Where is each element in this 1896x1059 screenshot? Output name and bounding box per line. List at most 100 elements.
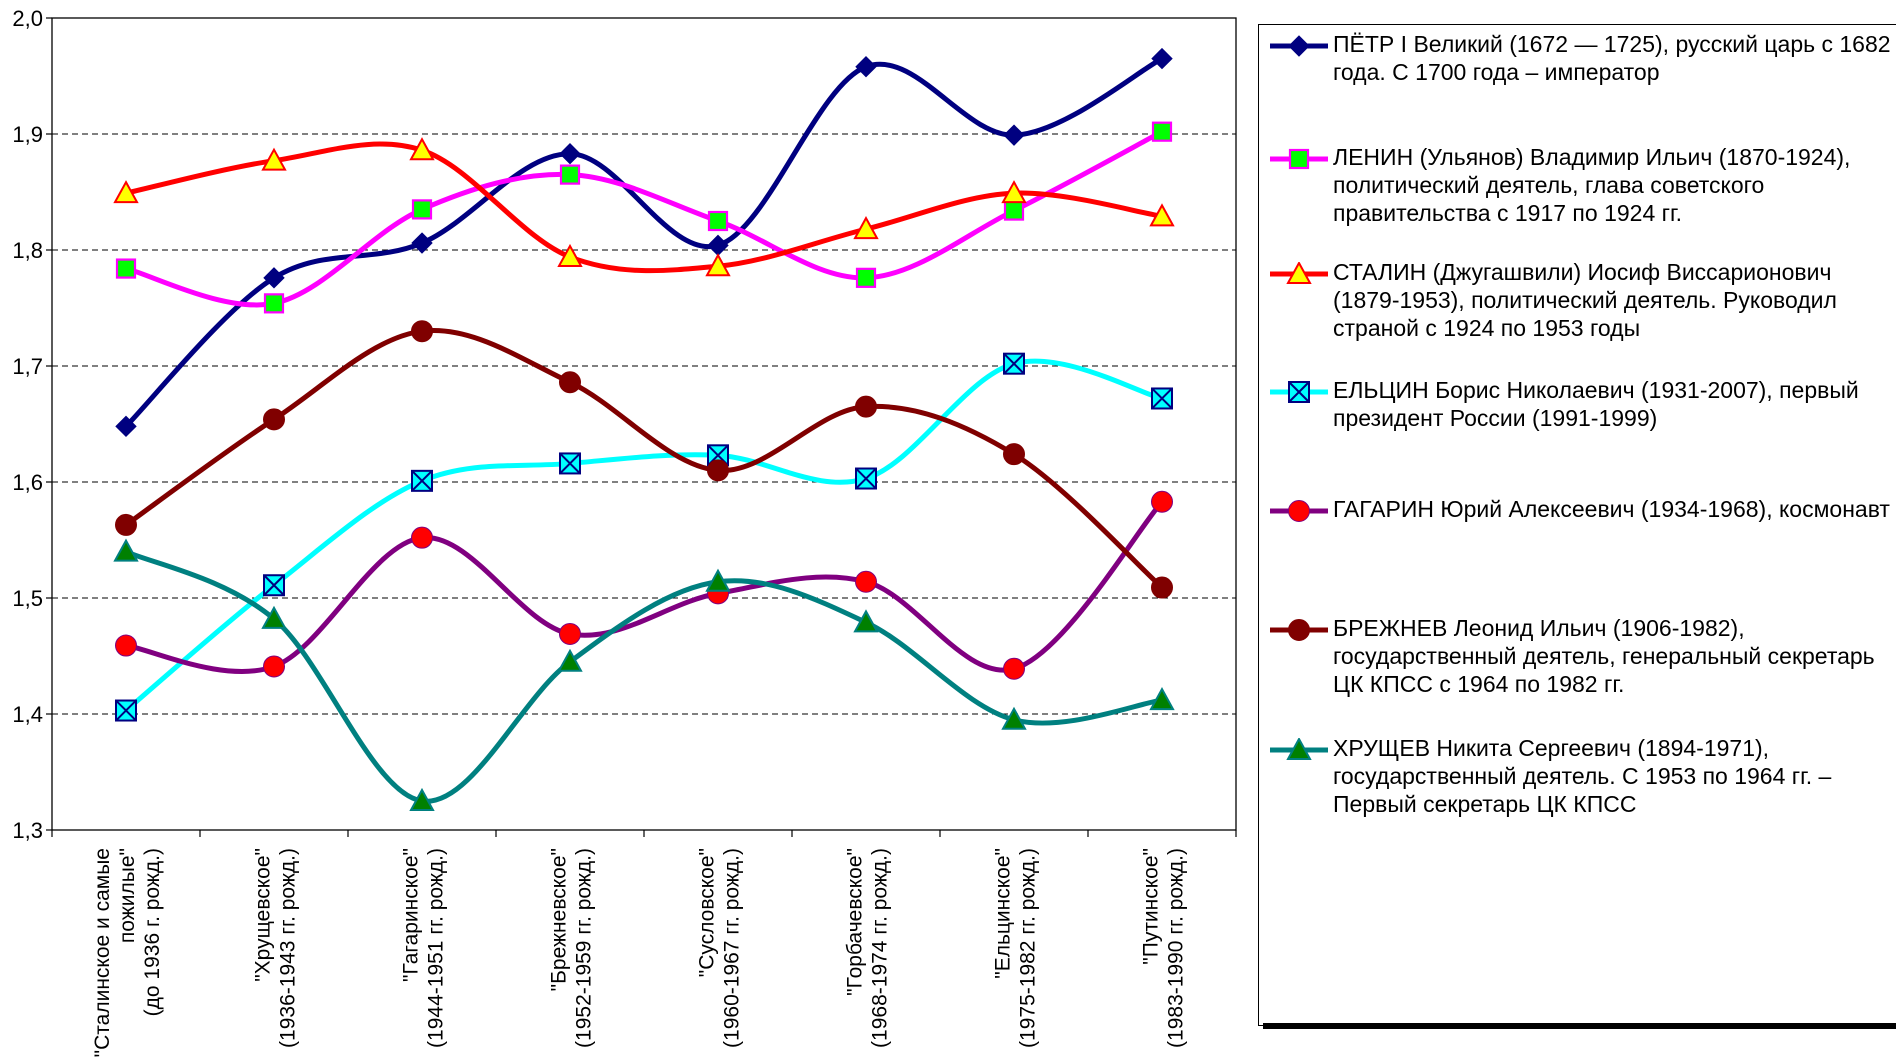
data-point: [557, 243, 583, 267]
data-point: [1003, 657, 1025, 680]
y-tick-label: 1,6: [12, 470, 43, 495]
data-point: [707, 234, 729, 257]
data-point: [113, 180, 139, 204]
x-category-label: "Сусловское": [696, 848, 719, 977]
data-point: [1003, 124, 1025, 146]
series-markers: [113, 47, 1175, 811]
x-category-label: пожилые": [116, 848, 139, 943]
data-point: [1151, 387, 1173, 410]
legend-label: СТАЛИН (Джугашвили) Иосиф Виссарионович …: [1333, 259, 1837, 341]
legend-swatch: [1270, 738, 1328, 760]
x-category-label: (1952-1959 гг. рожд.): [573, 848, 596, 1048]
data-point: [263, 293, 285, 314]
data-point: [1151, 47, 1173, 70]
x-axis: "Сталинское и самые пожилые" (до 1936 г. р…: [51, 830, 1237, 1057]
data-point: [261, 605, 287, 629]
data-point: [411, 469, 433, 492]
data-point: [855, 395, 877, 418]
data-point: [853, 609, 879, 633]
data-point: [411, 320, 433, 343]
data-point: [409, 787, 435, 811]
legend-label: БРЕЖНЕВ Леонид Ильич (1906-1982), госуда…: [1333, 615, 1875, 697]
data-point: [263, 655, 285, 678]
data-point: [855, 570, 877, 593]
data-point: [1151, 490, 1173, 513]
data-point: [263, 267, 285, 289]
legend-label: ГАГАРИН Юрий Алексеевич (1934-1968), кос…: [1333, 496, 1890, 522]
legend-swatch: [1270, 262, 1328, 284]
data-point: [557, 648, 583, 672]
legend-swatch: [1270, 500, 1328, 522]
legend-marker: [1288, 35, 1310, 57]
data-point: [1001, 706, 1027, 730]
y-tick-label: 1,7: [12, 354, 43, 379]
legend-label: ХРУЩЕВ Никита Сергеевич (1894-1971), гос…: [1333, 735, 1832, 817]
data-point: [411, 199, 433, 220]
data-point: [1151, 576, 1173, 599]
legend: [1258, 24, 1896, 1026]
x-category-label: "Горбачевское": [844, 848, 867, 996]
data-point: [115, 513, 137, 536]
data-point: [559, 164, 581, 185]
series-line-1: [123, 129, 1165, 308]
x-category-label: (1944-1951 гг. рожд.): [425, 848, 448, 1048]
data-point: [1149, 687, 1175, 711]
data-point: [115, 415, 137, 438]
data-point: [1001, 180, 1027, 204]
legend-label: ЕЛЬЦИН Борис Николаевич (1931-2007), пер…: [1333, 377, 1859, 431]
legend-marker: [1288, 619, 1310, 641]
data-point: [855, 267, 877, 288]
x-category-label: (до 1936 г. рожд.): [141, 848, 164, 1016]
data-point: [411, 526, 433, 549]
data-point: [705, 568, 731, 592]
data-point: [559, 143, 581, 165]
data-point: [263, 408, 285, 431]
series-line-2: [123, 141, 1165, 274]
grid-lines: [52, 133, 1236, 715]
x-category-label: "Сталинское и самые: [91, 848, 114, 1057]
y-tick-label: 1,9: [12, 122, 43, 147]
legend-swatch: [1270, 148, 1328, 170]
data-point: [409, 137, 435, 161]
data-point: [707, 210, 729, 232]
data-point: [263, 574, 285, 597]
series-line-0: [123, 56, 1165, 429]
data-point: [115, 699, 137, 722]
x-category-label: "Ельцинское": [992, 848, 1015, 979]
data-point: [115, 634, 137, 657]
legend-marker: [1288, 148, 1310, 170]
data-point: [1003, 352, 1025, 375]
data-point: [853, 216, 879, 240]
data-point: [115, 258, 137, 279]
y-tick-label: 1,3: [12, 818, 43, 843]
x-category-label: (1960-1967 гг. рожд.): [721, 848, 744, 1048]
y-tick-label: 1,8: [12, 238, 43, 263]
data-point: [855, 467, 877, 490]
legend-label: ПЁТР I Великий (1672 — 1725), русский ца…: [1333, 31, 1891, 85]
x-category-label: (1936-1943 гг. рожд.): [277, 848, 300, 1048]
legend-swatch: [1270, 35, 1328, 57]
data-point: [855, 56, 877, 78]
series-line-3: [123, 358, 1165, 714]
legend-marker: [1288, 500, 1310, 522]
y-tick-label: 1,4: [12, 702, 43, 727]
x-category-label: (1983-1990 гг. рожд.): [1165, 848, 1188, 1048]
data-point: [1149, 203, 1175, 227]
legend-label: ЛЕНИН (Ульянов) Владимир Ильич (1870-192…: [1333, 144, 1851, 226]
data-point: [1003, 200, 1025, 221]
x-category-label: "Брежневское": [548, 848, 571, 991]
data-point: [559, 371, 581, 394]
data-point: [559, 622, 581, 645]
data-point: [411, 232, 433, 254]
legend-marker: [1286, 262, 1312, 284]
x-category-label: (1975-1982 гг. рожд.): [1017, 848, 1040, 1048]
data-point: [1151, 121, 1173, 142]
legend-marker: [1286, 738, 1312, 760]
x-category-label: "Хрущевское": [252, 848, 275, 982]
data-point: [113, 538, 139, 562]
x-category-label: "Путинское": [1140, 848, 1163, 965]
legend-swatch: [1270, 619, 1328, 641]
y-tick-label: 2,0: [12, 6, 43, 31]
y-tick-label: 1,5: [12, 586, 43, 611]
